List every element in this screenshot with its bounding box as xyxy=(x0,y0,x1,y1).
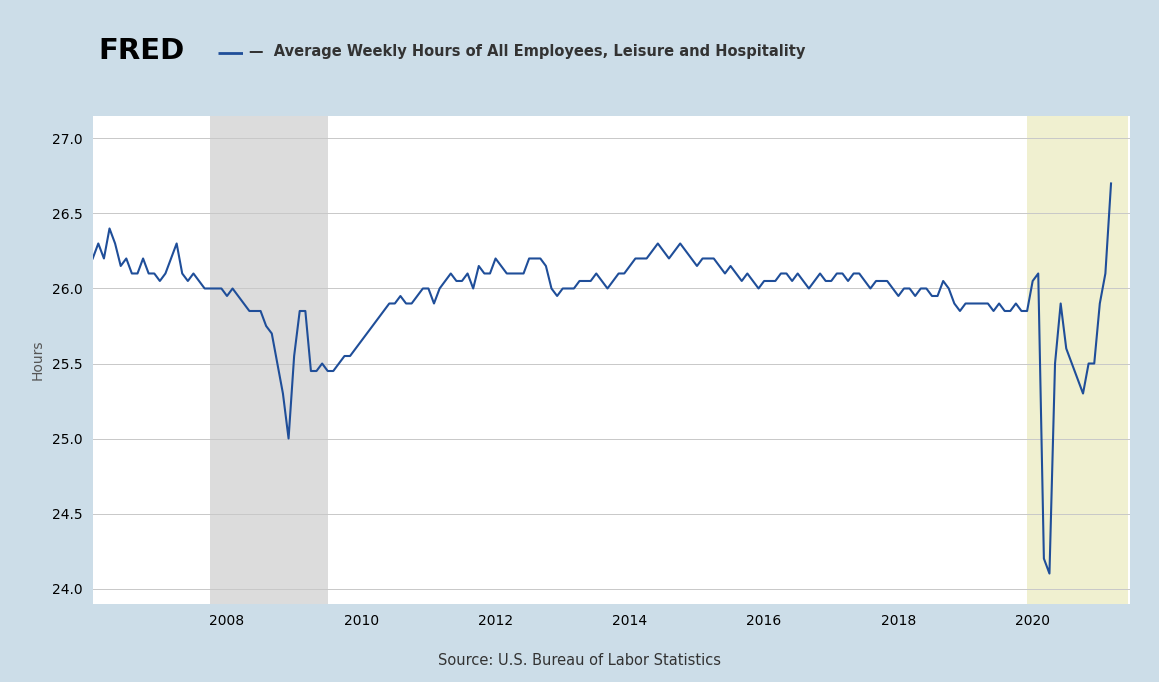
Bar xyxy=(1027,116,1128,604)
Bar xyxy=(210,116,328,604)
Text: —  Average Weekly Hours of All Employees, Leisure and Hospitality: — Average Weekly Hours of All Employees,… xyxy=(249,44,806,59)
Text: Source: U.S. Bureau of Labor Statistics: Source: U.S. Bureau of Labor Statistics xyxy=(438,653,721,668)
Y-axis label: Hours: Hours xyxy=(30,340,44,380)
Text: FRED: FRED xyxy=(99,37,184,65)
